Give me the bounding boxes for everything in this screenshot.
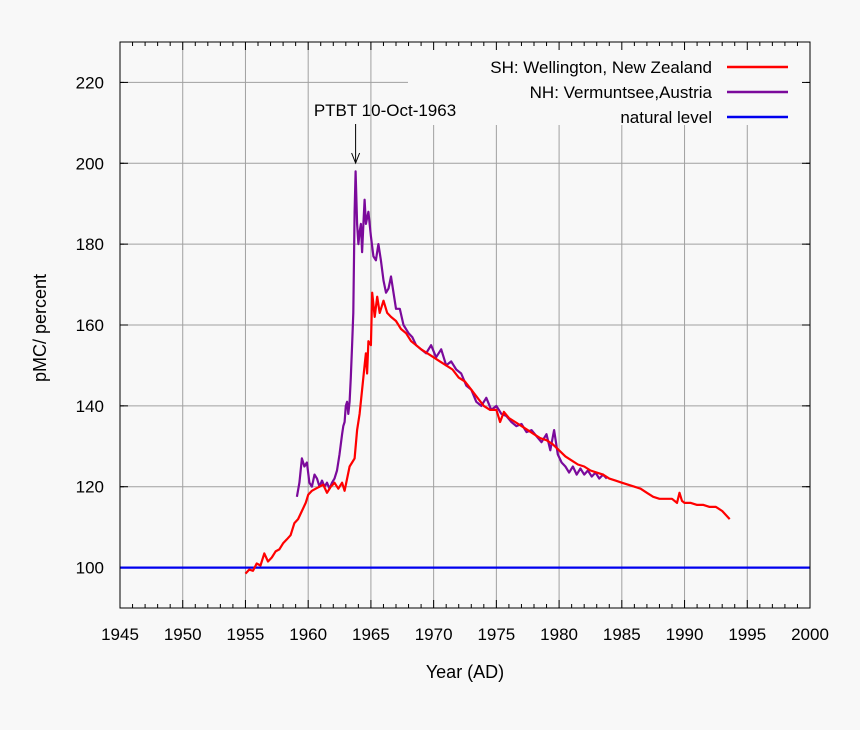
ticks — [119, 42, 811, 608]
x-axis-label: Year (AD) — [426, 662, 504, 682]
x-tick-label: 1945 — [101, 625, 139, 644]
y-tick-label: 100 — [76, 559, 104, 578]
y-tick-label: 140 — [76, 397, 104, 416]
y-tick-label: 160 — [76, 316, 104, 335]
legend-label: SH: Wellington, New Zealand — [490, 58, 712, 77]
plot-frame — [119, 41, 811, 609]
x-tick-label: 1995 — [728, 625, 766, 644]
series-layer — [120, 170, 810, 575]
y-tick-label: 180 — [76, 235, 104, 254]
x-tick-label: 1980 — [540, 625, 578, 644]
series-line — [295, 170, 608, 497]
legend: SH: Wellington, New Zealand NH: Vermuntse… — [490, 58, 788, 127]
x-tick-label: 1970 — [415, 625, 453, 644]
annotation-label: PTBT 10-Oct-1963 — [314, 101, 456, 120]
x-tick-label: 1990 — [666, 625, 704, 644]
y-tick-label: 120 — [76, 478, 104, 497]
x-tick-label: 2000 — [791, 625, 829, 644]
x-tick-label: 1985 — [603, 625, 641, 644]
x-tick-label: 1965 — [352, 625, 390, 644]
legend-label: natural level — [620, 108, 712, 127]
y-tick-label: 200 — [76, 154, 104, 173]
x-tick-label: 1975 — [477, 625, 515, 644]
annotation: PTBT 10-Oct-1963 — [314, 101, 456, 165]
x-tick-label: 1950 — [164, 625, 202, 644]
series-line — [244, 291, 731, 575]
tick-labels: 1945 1950 1955 1960 1965 1970 1975 1980 1985 1990… — [76, 73, 829, 644]
y-tick-label: 220 — [76, 73, 104, 92]
x-tick-label: 1960 — [289, 625, 327, 644]
legend-label: NH: Vermuntsee,Austria — [530, 83, 713, 102]
annotation-arrowhead — [351, 152, 361, 165]
x-tick-label: 1955 — [227, 625, 265, 644]
y-axis-label: pMC/ percent — [30, 274, 50, 382]
